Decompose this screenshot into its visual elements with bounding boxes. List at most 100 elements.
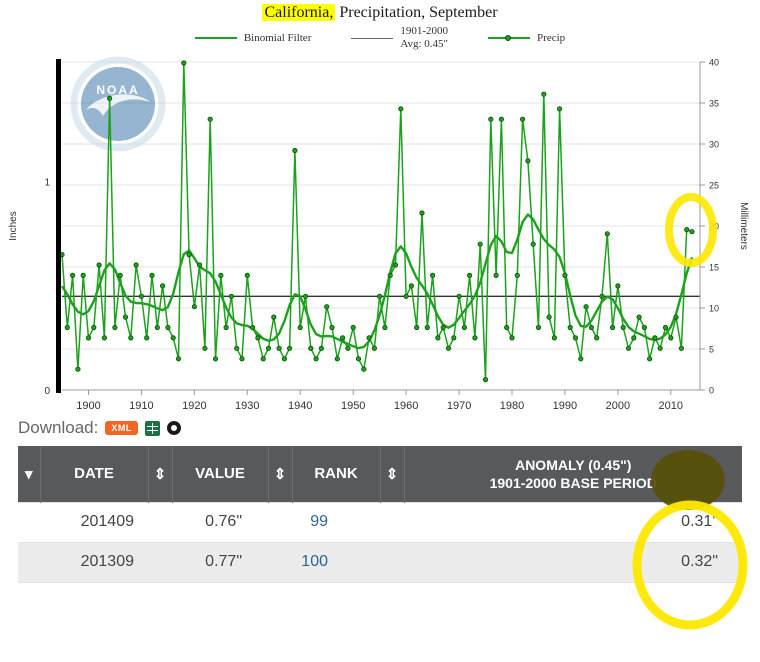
precip-point bbox=[604, 231, 610, 237]
header-date[interactable]: DATE bbox=[40, 446, 148, 502]
globe-download-icon[interactable] bbox=[166, 421, 181, 435]
x-tick-label: 1960 bbox=[394, 400, 418, 412]
precip-point bbox=[461, 324, 467, 331]
data-table: ▾ DATE ⇕ VALUE ⇕ RANK ⇕ ANOMALY (0.45") … bbox=[18, 446, 742, 583]
precip-point bbox=[482, 376, 489, 383]
rank-link[interactable]: 99 bbox=[310, 513, 328, 530]
precip-point bbox=[197, 262, 203, 268]
precip-point bbox=[424, 324, 430, 331]
precip-point bbox=[641, 324, 648, 331]
precip-point bbox=[673, 314, 679, 320]
precip-point bbox=[234, 345, 240, 351]
average-line-swatch bbox=[351, 37, 394, 39]
precip-point bbox=[646, 356, 653, 362]
header-anomaly[interactable]: ANOMALY (0.45") 1901-2000 BASE PERIOD bbox=[404, 446, 742, 502]
xml-download-button[interactable]: XML bbox=[105, 421, 138, 435]
precip-point bbox=[387, 272, 393, 278]
noaa-logo-text: NOAA bbox=[96, 83, 139, 97]
precip-point bbox=[541, 91, 547, 97]
precip-point bbox=[313, 356, 319, 362]
precip-point bbox=[96, 262, 102, 268]
title-state-highlight: California, bbox=[262, 4, 336, 21]
precip-point bbox=[292, 147, 298, 154]
header-value[interactable]: VALUE bbox=[172, 446, 268, 502]
precip-point bbox=[556, 106, 563, 112]
precip-point bbox=[271, 314, 277, 320]
right-tick-label: 40 bbox=[709, 58, 719, 68]
x-tick-label: 1990 bbox=[553, 400, 577, 412]
precip-point bbox=[615, 283, 621, 289]
precip-point bbox=[572, 335, 579, 341]
precip-point bbox=[144, 335, 150, 341]
precip-point bbox=[149, 272, 155, 278]
sort-icon-anomaly[interactable]: ⇕ bbox=[379, 446, 405, 502]
cell-date: 201409 bbox=[18, 501, 148, 543]
rank-link[interactable]: 100 bbox=[301, 553, 328, 570]
x-tick-label: 1920 bbox=[182, 400, 206, 412]
x-tick-label: 2010 bbox=[659, 400, 683, 412]
precip-point bbox=[181, 60, 187, 66]
precip-point bbox=[244, 272, 250, 278]
precip-point bbox=[525, 158, 531, 164]
precip-point bbox=[91, 324, 97, 331]
precip-point bbox=[609, 324, 616, 331]
precip-point bbox=[398, 106, 404, 112]
precip-point bbox=[652, 335, 658, 341]
precip-point bbox=[599, 293, 605, 299]
precip-point bbox=[636, 314, 642, 320]
table-row-201409: 201409 0.76" 99 0.31" bbox=[18, 501, 742, 543]
precip-point bbox=[339, 335, 346, 341]
excel-download-icon[interactable] bbox=[144, 420, 160, 436]
precip-point bbox=[435, 335, 441, 341]
precip-point bbox=[85, 335, 92, 341]
table-row-201309: 201309 0.77" 100 0.32" bbox=[18, 542, 742, 583]
legend-precip-label: Precip bbox=[537, 32, 566, 44]
precip-point bbox=[488, 116, 494, 122]
precip-point bbox=[535, 324, 542, 331]
precip-point bbox=[551, 335, 558, 341]
x-tick-label: 1910 bbox=[129, 400, 153, 412]
sort-icon-rank[interactable]: ⇕ bbox=[267, 446, 293, 502]
right-tick-label: 35 bbox=[709, 99, 719, 109]
precip-point bbox=[678, 345, 685, 351]
precip-point bbox=[366, 335, 372, 341]
cell-rank: 99 bbox=[268, 501, 380, 543]
precip-point bbox=[191, 304, 197, 310]
legend-average-line2: Avg: 0.45" bbox=[400, 38, 449, 50]
precip-point bbox=[318, 345, 324, 351]
precip-point bbox=[276, 345, 282, 351]
sort-direction-icon[interactable]: ▾ bbox=[18, 446, 41, 502]
title-rest: Precipitation, September bbox=[335, 4, 498, 21]
precipitation-time-series-chart: NOAA 1900 1910 1920 1930 1940 1950 1960 1970 1980… bbox=[8, 56, 749, 412]
precip-point bbox=[504, 324, 510, 331]
precip-point bbox=[260, 356, 266, 362]
legend-binomial-label: Binomial Filter bbox=[243, 32, 312, 44]
header-anomaly-line2: 1901-2000 BASE PERIOD bbox=[489, 474, 657, 491]
page-title: California, Precipitation, September bbox=[0, 0, 760, 22]
cell-rank: 100 bbox=[268, 542, 380, 583]
precip-point bbox=[371, 345, 377, 351]
precip-point bbox=[594, 335, 600, 341]
right-tick-label: 5 bbox=[709, 345, 714, 355]
precip-point bbox=[154, 324, 160, 331]
precip-point bbox=[212, 356, 219, 362]
precip-point bbox=[207, 116, 213, 122]
precip-point bbox=[297, 324, 303, 331]
precip-point bbox=[355, 356, 362, 362]
noaa-logo-disc bbox=[81, 67, 155, 141]
precip-point bbox=[160, 283, 166, 289]
precip-point bbox=[133, 262, 139, 268]
precip-point bbox=[519, 116, 526, 122]
precip-point bbox=[202, 345, 208, 351]
precip-line-swatch bbox=[488, 35, 531, 41]
precip-point bbox=[445, 345, 452, 351]
precip-point bbox=[350, 324, 356, 331]
sort-icon-value[interactable]: ⇕ bbox=[147, 446, 173, 502]
precip-point bbox=[382, 324, 388, 331]
precip-point bbox=[170, 335, 176, 341]
right-tick-label: 15 bbox=[709, 263, 719, 273]
header-rank[interactable]: RANK bbox=[292, 446, 380, 502]
precip-point bbox=[530, 241, 536, 247]
x-tick-label: 1900 bbox=[76, 400, 100, 412]
